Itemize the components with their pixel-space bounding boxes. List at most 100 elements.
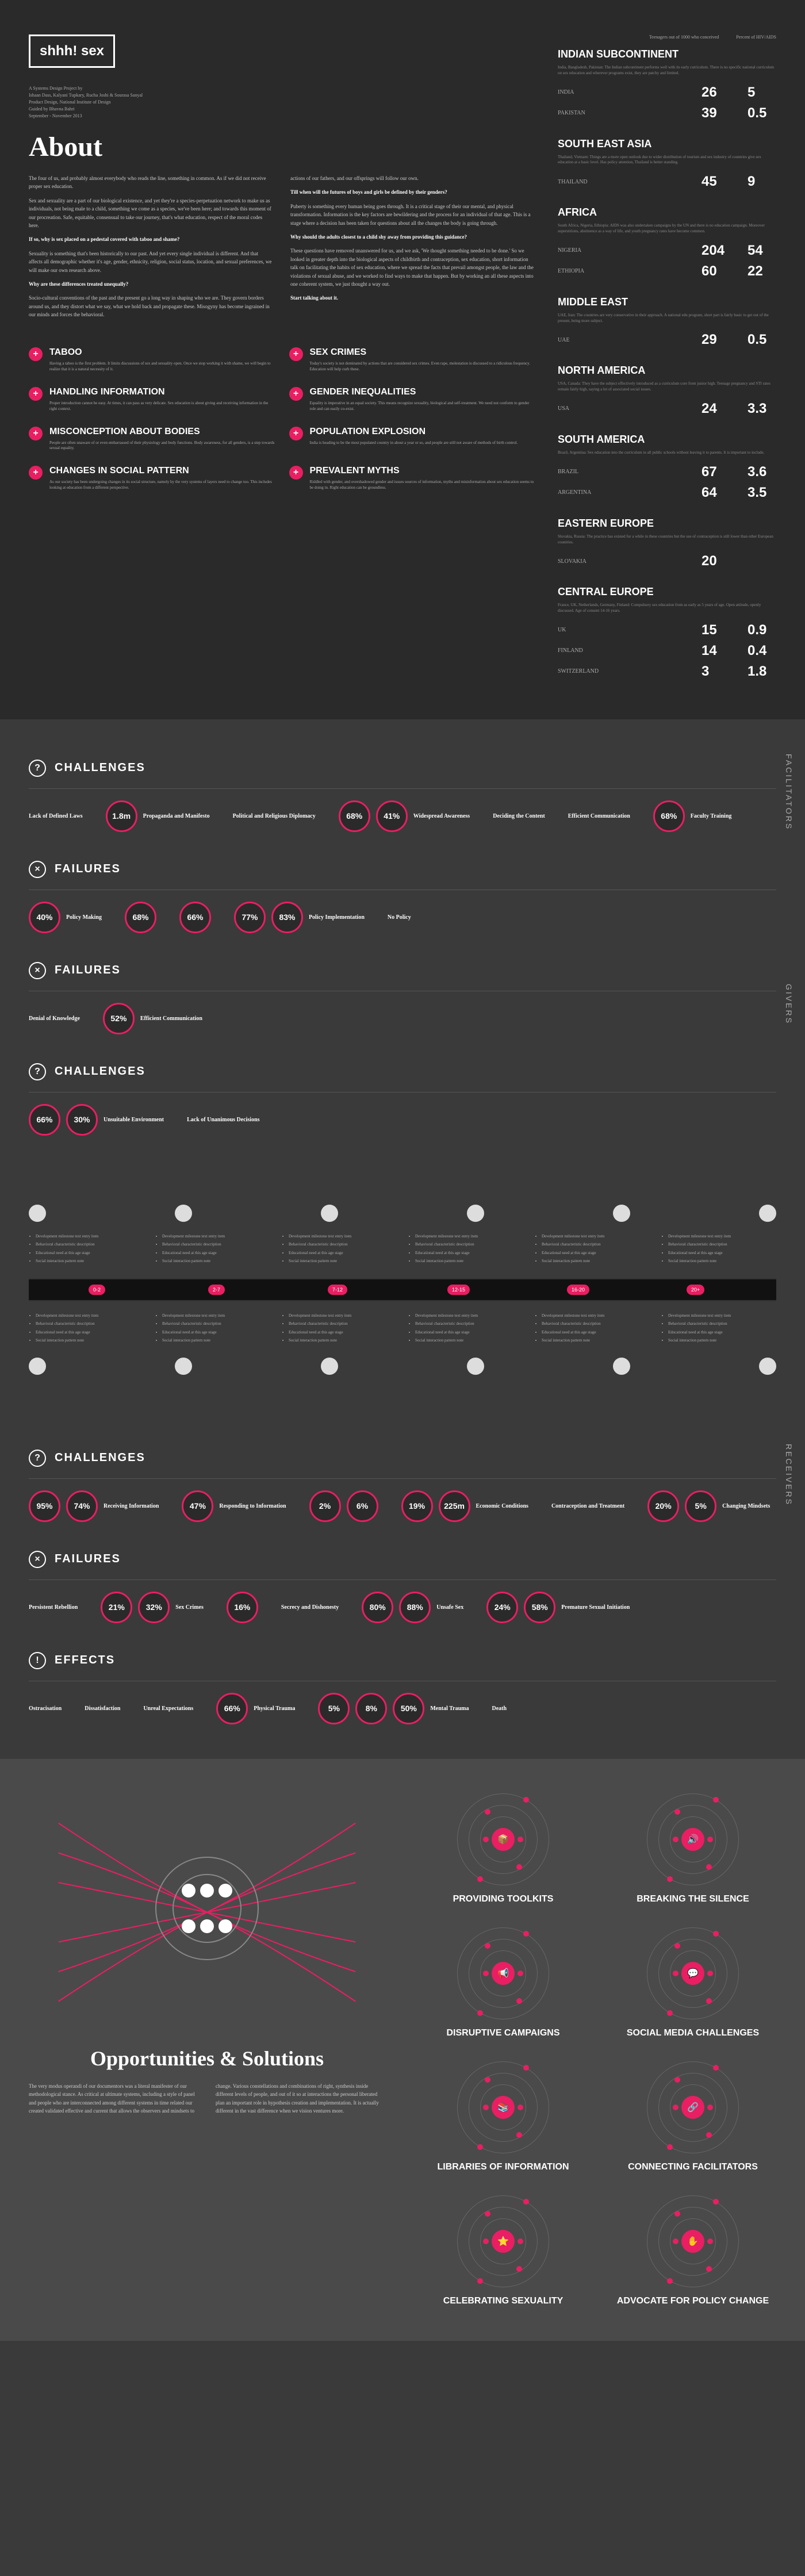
- orbit-center-icon: 📚: [492, 2096, 515, 2119]
- timeline-dot: [613, 1358, 630, 1375]
- x-icon: ×: [29, 861, 46, 878]
- node-item: 52% Efficient Communication: [103, 1003, 202, 1034]
- country-name: ETHIOPIA: [558, 268, 584, 274]
- node-item: 68% Faculty Training: [653, 800, 732, 832]
- mini-icon: [182, 1919, 195, 1933]
- orbit-dot: [707, 2104, 713, 2110]
- question-icon: ?: [29, 1450, 46, 1467]
- about-columns: The four of us, and probably almost ever…: [29, 174, 535, 324]
- node-label: Mental Trauma: [430, 1705, 469, 1712]
- stat-value: 26: [702, 85, 730, 101]
- orbit-dot: [674, 1943, 680, 1949]
- node-item: 19%225m Economic Conditions: [401, 1490, 528, 1522]
- timeline-dot: [175, 1205, 192, 1222]
- receivers-section: RECEIVERS ? CHALLENGES 95%74% Receiving …: [0, 1409, 805, 1759]
- opportunities-title: Opportunities & Solutions: [29, 2046, 385, 2071]
- node-label: Responding to Information: [219, 1503, 286, 1509]
- timeline-column: Development milestone text entry item Be…: [535, 1313, 650, 1346]
- node-item: 66% Physical Trauma: [216, 1693, 295, 1724]
- data-circle: 8%: [355, 1693, 387, 1724]
- orbit-dot: [667, 2144, 673, 2150]
- node-item: 47% Responding to Information: [182, 1490, 286, 1522]
- orbit-dot: [523, 1931, 529, 1937]
- node-item: 95%74% Receiving Information: [29, 1490, 159, 1522]
- orbit-dot: [518, 1837, 523, 1842]
- text-node: Ostracisation: [29, 1693, 62, 1724]
- orbit-dot: [667, 2278, 673, 2284]
- solution-title: BREAKING THE SILENCE: [610, 1894, 776, 1904]
- timeline-marker: 16-20: [567, 1285, 589, 1295]
- region-title: CENTRAL EUROPE: [558, 586, 776, 598]
- text-node: No Policy: [388, 902, 411, 933]
- text-node: Unreal Expectations: [143, 1693, 193, 1724]
- side-label-receivers: RECEIVERS: [784, 1444, 793, 1506]
- country-name: FINLAND: [558, 647, 583, 654]
- plus-icon: +: [29, 427, 43, 440]
- node-item: 5%8%50% Mental Trauma: [318, 1693, 469, 1724]
- data-circle: 66%: [179, 902, 211, 933]
- solution-item: 🔗 CONNECTING FACILITATORS: [610, 2061, 776, 2172]
- orbit-dot: [673, 1971, 678, 1976]
- issue-item: + PREVALENT MYTHS Riddled with gender, a…: [289, 466, 535, 491]
- text-node: Lack of Unanimous Decisions: [187, 1104, 259, 1136]
- issue-desc: Today's society is not dominated by acti…: [310, 361, 535, 373]
- country-name: BRAZIL: [558, 469, 578, 475]
- credits: A Systems Design Project by Ishaan Dass,…: [29, 85, 535, 120]
- mini-icon: [182, 1884, 195, 1897]
- data-circle: 24%: [486, 1592, 518, 1623]
- text-node: Dissatisfaction: [85, 1693, 120, 1724]
- stat-value: 3.6: [747, 464, 776, 480]
- issue-title: POPULATION EXPLOSION: [310, 427, 518, 437]
- orbit-dot: [523, 1797, 529, 1803]
- orbit-dot: [485, 1943, 490, 1949]
- solution-item: 📢 DISRUPTIVE CAMPAIGNS: [420, 1927, 586, 2038]
- text-node: Contraception and Treatment: [551, 1490, 624, 1522]
- node-item: 66%30% Unsuitable Environment: [29, 1104, 164, 1136]
- mini-icon: [218, 1919, 232, 1933]
- failures-header-3: × FAILURES: [29, 1551, 776, 1568]
- challenges-header: ? CHALLENGES: [29, 760, 776, 777]
- text-node: Death: [492, 1693, 507, 1724]
- node-row: Lack of Defined Laws1.8m Propaganda and …: [29, 788, 776, 844]
- country-name: PAKISTAN: [558, 110, 585, 116]
- orbit-dot: [518, 1971, 523, 1976]
- text-node: Deciding the Content: [493, 800, 545, 832]
- region: SOUTH AMERICA Brazil, Argentina: Sex edu…: [558, 434, 776, 503]
- node-label: Faculty Training: [691, 813, 732, 819]
- stat-value: 39: [702, 105, 730, 121]
- issue-item: + MISCONCEPTION ABOUT BODIES People are …: [29, 427, 275, 452]
- timeline-dot: [613, 1205, 630, 1222]
- challenges-header-3: ? CHALLENGES: [29, 1450, 776, 1467]
- node-label: Sex Crimes: [175, 1604, 204, 1611]
- solution-title: PROVIDING TOOLKITS: [420, 1894, 586, 1904]
- issue-desc: As our society has been undergoing chang…: [49, 480, 275, 491]
- region-title: SOUTH AMERICA: [558, 434, 776, 446]
- solution-title: ADVOCATE FOR POLICY CHANGE: [610, 2296, 776, 2306]
- region-title: MIDDLE EAST: [558, 296, 776, 308]
- node-row: 66%30% Unsuitable Environment Lack of Una…: [29, 1092, 776, 1147]
- stats-column: Teenagers out of 1000 who conceived Perc…: [558, 34, 776, 696]
- orbit-center-icon: ⭐: [492, 2230, 515, 2253]
- timeline-dot: [759, 1358, 776, 1375]
- stat-value: 64: [702, 485, 730, 501]
- orbit-dot: [477, 2144, 483, 2150]
- country-name: THAILAND: [558, 179, 588, 185]
- orbit-dot: [483, 2238, 489, 2244]
- stat-value: 14: [702, 643, 730, 659]
- country-row: UAE 29 0.5: [558, 329, 776, 350]
- country-name: SLOVAKIA: [558, 558, 586, 565]
- data-circle: 5%: [318, 1693, 350, 1724]
- orbit-dot: [477, 2010, 483, 2016]
- orbit-diagram: ✋: [647, 2195, 739, 2287]
- stat-value: 29: [702, 332, 730, 348]
- issue-item: + GENDER INEQUALITIES Equality is impera…: [289, 387, 535, 412]
- solution-item: 📚 LIBRARIES OF INFORMATION: [420, 2061, 586, 2172]
- orbit-dot: [673, 2104, 678, 2110]
- data-circle: 50%: [393, 1693, 424, 1724]
- issue-title: PREVALENT MYTHS: [310, 466, 535, 476]
- orbit-diagram: 🔊: [647, 1793, 739, 1885]
- timeline-column: Development milestone text entry item Be…: [661, 1313, 776, 1346]
- stat-value: 67: [702, 464, 730, 480]
- timeline-marker: 7-12: [328, 1285, 347, 1295]
- node-row: Denial of Knowledge52% Efficient Communi…: [29, 991, 776, 1046]
